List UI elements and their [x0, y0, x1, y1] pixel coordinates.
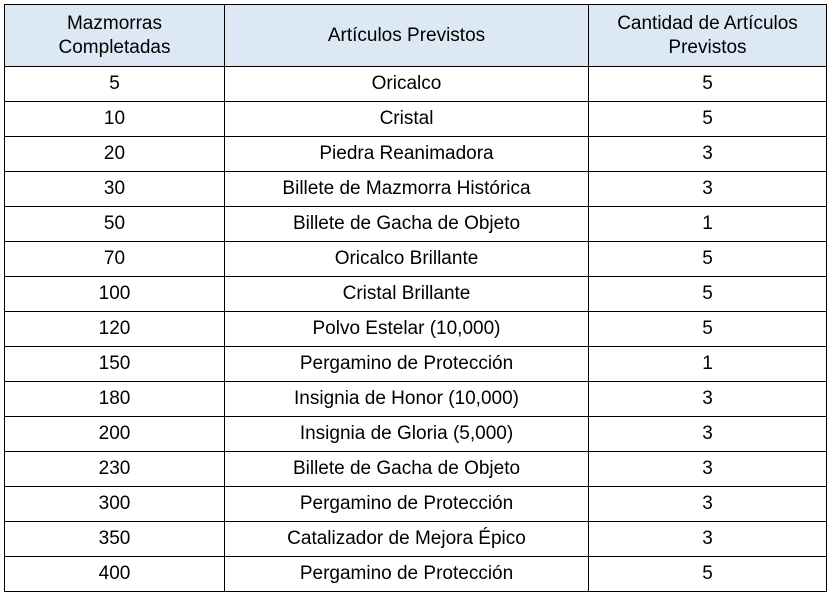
- table-row: 180 Insignia de Honor (10,000) 3: [4, 381, 827, 417]
- cell-item: Oricalco Brillante: [224, 241, 589, 277]
- cell-dungeons: 10: [4, 101, 225, 137]
- cell-item: Insignia de Honor (10,000): [224, 381, 589, 417]
- cell-item: Billete de Gacha de Objeto: [224, 206, 589, 242]
- table-row: 20 Piedra Reanimadora 3: [4, 136, 827, 172]
- cell-quantity: 3: [588, 381, 827, 417]
- cell-quantity: 5: [588, 241, 827, 277]
- cell-dungeons: 150: [4, 346, 225, 382]
- table-row: 30 Billete de Mazmorra Histórica 3: [4, 171, 827, 207]
- cell-dungeons: 230: [4, 451, 225, 487]
- cell-quantity: 5: [588, 101, 827, 137]
- cell-quantity: 5: [588, 311, 827, 347]
- cell-dungeons: 70: [4, 241, 225, 277]
- cell-quantity: 3: [588, 171, 827, 207]
- cell-quantity: 1: [588, 346, 827, 382]
- table-row: 300 Pergamino de Protección 3: [4, 486, 827, 522]
- cell-dungeons: 300: [4, 486, 225, 522]
- cell-quantity: 5: [588, 556, 827, 592]
- cell-quantity: 3: [588, 136, 827, 172]
- cell-dungeons: 180: [4, 381, 225, 417]
- header-expected-items: Artículos Previstos: [224, 4, 589, 67]
- cell-dungeons: 50: [4, 206, 225, 242]
- table-row: 10 Cristal 5: [4, 101, 827, 137]
- table-row: 50 Billete de Gacha de Objeto 1: [4, 206, 827, 242]
- rewards-table: Mazmorras Completadas Artículos Previsto…: [4, 4, 827, 592]
- table-row: 150 Pergamino de Protección 1: [4, 346, 827, 382]
- header-row: Mazmorras Completadas Artículos Previsto…: [4, 4, 827, 67]
- cell-quantity: 5: [588, 276, 827, 312]
- cell-quantity: 5: [588, 66, 827, 102]
- cell-item: Oricalco: [224, 66, 589, 102]
- header-dungeons-completed: Mazmorras Completadas: [4, 4, 225, 67]
- cell-dungeons: 100: [4, 276, 225, 312]
- cell-dungeons: 400: [4, 556, 225, 592]
- cell-dungeons: 20: [4, 136, 225, 172]
- table-row: 70 Oricalco Brillante 5: [4, 241, 827, 277]
- table-row: 230 Billete de Gacha de Objeto 3: [4, 451, 827, 487]
- cell-dungeons: 30: [4, 171, 225, 207]
- cell-item: Cristal: [224, 101, 589, 137]
- cell-item: Catalizador de Mejora Épico: [224, 521, 589, 557]
- table-row: 120 Polvo Estelar (10,000) 5: [4, 311, 827, 347]
- header-expected-quantity: Cantidad de Artículos Previstos: [588, 4, 827, 67]
- cell-item: Pergamino de Protección: [224, 556, 589, 592]
- cell-dungeons: 350: [4, 521, 225, 557]
- table-row: 400 Pergamino de Protección 5: [4, 556, 827, 592]
- table-row: 350 Catalizador de Mejora Épico 3: [4, 521, 827, 557]
- table-row: 100 Cristal Brillante 5: [4, 276, 827, 312]
- cell-item: Pergamino de Protección: [224, 486, 589, 522]
- cell-item: Cristal Brillante: [224, 276, 589, 312]
- cell-quantity: 3: [588, 486, 827, 522]
- cell-quantity: 3: [588, 416, 827, 452]
- cell-dungeons: 5: [4, 66, 225, 102]
- cell-quantity: 3: [588, 521, 827, 557]
- cell-item: Polvo Estelar (10,000): [224, 311, 589, 347]
- cell-item: Insignia de Gloria (5,000): [224, 416, 589, 452]
- cell-item: Billete de Gacha de Objeto: [224, 451, 589, 487]
- table-row: 200 Insignia de Gloria (5,000) 3: [4, 416, 827, 452]
- table-row: 5 Oricalco 5: [4, 66, 827, 102]
- cell-dungeons: 120: [4, 311, 225, 347]
- cell-item: Pergamino de Protección: [224, 346, 589, 382]
- cell-dungeons: 200: [4, 416, 225, 452]
- cell-item: Piedra Reanimadora: [224, 136, 589, 172]
- cell-quantity: 1: [588, 206, 827, 242]
- cell-item: Billete de Mazmorra Histórica: [224, 171, 589, 207]
- cell-quantity: 3: [588, 451, 827, 487]
